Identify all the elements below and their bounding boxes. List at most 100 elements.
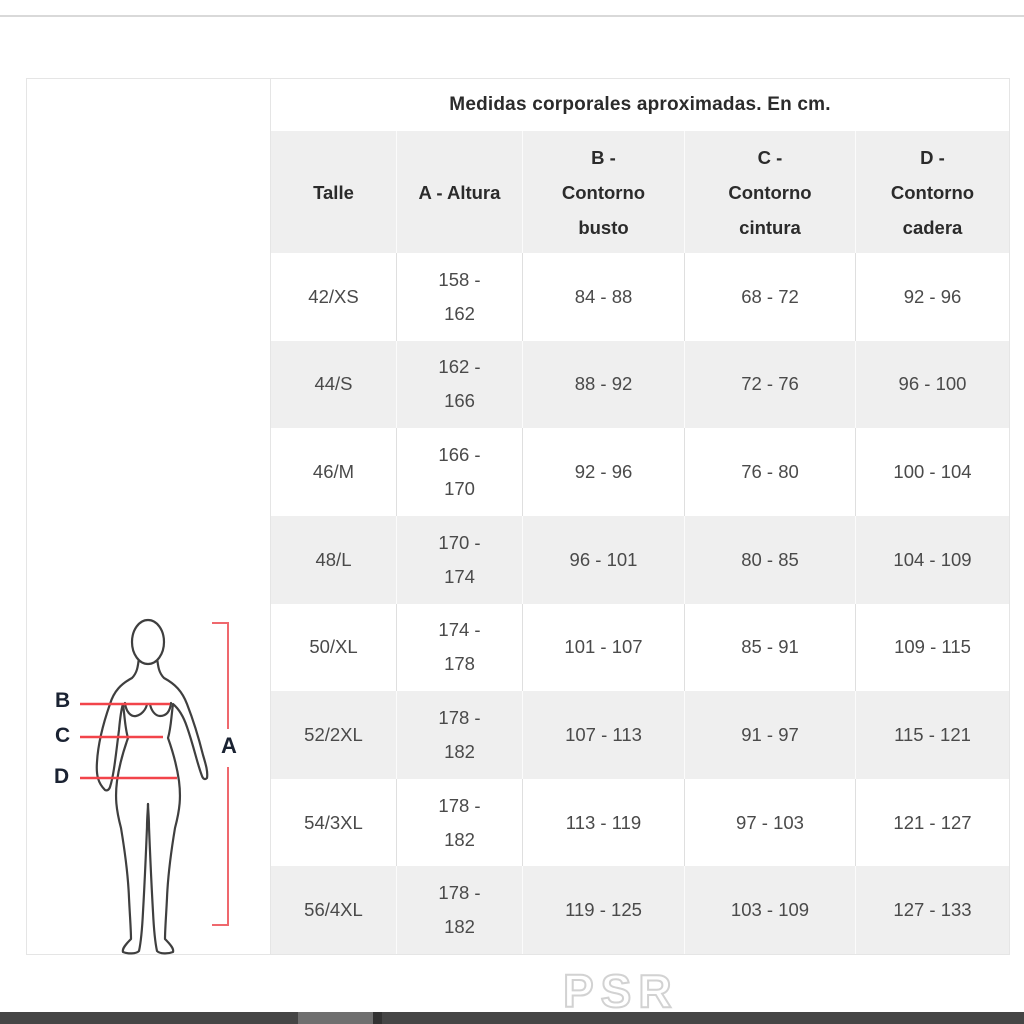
header-cell-label: A - Altura <box>418 181 501 203</box>
body-diagram-icon <box>80 618 229 955</box>
table-row: 54/3XL 178 - 182 113 - 119 97 - 103 121 - 12… <box>271 778 1009 867</box>
table-body: 42/XS 158 - 162 84 - 88 68 - 72 92 - 96 44/S 1… <box>271 253 1009 954</box>
cell-value: 100 - 104 <box>893 461 972 483</box>
cell-value: 107 - 113 <box>565 723 642 745</box>
cell-cadera: 100 - 104 <box>855 428 1009 516</box>
cell-talle: 48/L <box>271 516 396 604</box>
cell-cadera: 96 - 100 <box>855 340 1009 429</box>
header-cell-label: D - Contorno cadera <box>890 146 975 238</box>
table-title: Medidas corporales aproximadas. En cm. <box>271 79 1009 131</box>
cell-cintura: 76 - 80 <box>684 428 855 516</box>
cell-altura: 178 - 182 <box>396 866 522 954</box>
taskbar <box>0 1012 1024 1024</box>
cell-value: 113 - 119 <box>565 811 642 833</box>
taskbar-segment-highlight[interactable] <box>298 1012 373 1024</box>
cell-value: 158 - 162 <box>438 268 481 324</box>
table-row: 44/S 162 - 166 88 - 92 72 - 76 96 - 100 <box>271 340 1009 429</box>
header-cell-label: B - Contorno busto <box>561 146 646 238</box>
cell-talle: 56/4XL <box>271 866 396 954</box>
figure-label-b: B <box>55 689 71 712</box>
figure-label-c: C <box>55 724 71 747</box>
cell-altura: 178 - 182 <box>396 691 522 779</box>
cell-cadera: 127 - 133 <box>855 866 1009 954</box>
psr-watermark: PSR <box>562 964 679 1018</box>
taskbar-separator <box>373 1012 382 1024</box>
cell-value: 103 - 109 <box>730 899 810 921</box>
size-table: Medidas corporales aproximadas. En cm. T… <box>271 79 1009 954</box>
table-row: 56/4XL 178 - 182 119 - 125 103 - 109 127 - 1… <box>271 866 1009 954</box>
cell-busto: 88 - 92 <box>522 340 684 429</box>
cell-value: 88 - 92 <box>574 373 633 395</box>
cell-altura: 170 - 174 <box>396 515 522 604</box>
cell-talle: 50/XL <box>271 604 396 692</box>
cell-busto: 107 - 113 <box>522 691 684 779</box>
cell-cintura: 97 - 103 <box>684 778 855 867</box>
cell-value: 119 - 125 <box>565 899 642 921</box>
cell-cadera: 115 - 121 <box>855 691 1009 779</box>
table-row: 50/XL 174 - 178 101 - 107 85 - 91 109 - 115 <box>271 603 1009 692</box>
figure-label-a: A <box>221 733 237 758</box>
table-title-text: Medidas corporales aproximadas. En cm. <box>449 94 831 115</box>
cell-value: 104 - 109 <box>893 548 972 570</box>
cell-value: 72 - 76 <box>741 373 799 395</box>
cell-value: 170 - 174 <box>438 531 481 587</box>
cell-busto: 96 - 101 <box>522 515 684 604</box>
cell-value: 76 - 80 <box>741 461 799 483</box>
measurement-figure-cell: B C D A <box>27 79 271 955</box>
top-divider <box>0 15 1024 17</box>
header-cell-cadera: D - Contorno cadera <box>855 131 1009 253</box>
header-cell-altura: A - Altura <box>396 131 522 253</box>
cell-value: 54/3XL <box>304 811 363 833</box>
cell-altura: 166 - 170 <box>396 428 522 516</box>
size-guide-card: B C D A Medidas corporales aproximadas. … <box>26 78 1010 955</box>
cell-value: 121 - 127 <box>893 811 972 833</box>
cell-value: 91 - 97 <box>741 723 799 745</box>
header-cell-label: C - Contorno cintura <box>728 146 812 238</box>
cell-value: 115 - 121 <box>894 723 971 745</box>
cell-value: 178 - 182 <box>438 882 481 938</box>
cell-cadera: 104 - 109 <box>855 515 1009 604</box>
figure-label-d: D <box>54 765 70 788</box>
cell-cadera: 92 - 96 <box>855 253 1009 341</box>
cell-busto: 113 - 119 <box>522 778 684 867</box>
cell-value: 52/2XL <box>304 723 363 745</box>
cell-cintura: 91 - 97 <box>684 691 855 779</box>
header-cell-busto: B - Contorno busto <box>522 131 684 253</box>
table-row: 48/L 170 - 174 96 - 101 80 - 85 104 - 109 <box>271 515 1009 604</box>
cell-busto: 84 - 88 <box>522 253 684 341</box>
cell-value: 48/L <box>315 548 352 570</box>
cell-value: 80 - 85 <box>741 548 799 570</box>
cell-value: 84 - 88 <box>574 285 633 307</box>
cell-value: 178 - 182 <box>438 794 481 850</box>
cell-value: 85 - 91 <box>741 636 799 658</box>
cell-busto: 101 - 107 <box>522 603 684 692</box>
cell-value: 44/S <box>314 373 353 395</box>
cell-value: 178 - 182 <box>438 706 481 762</box>
cell-talle: 42/XS <box>271 253 396 341</box>
cell-talle: 44/S <box>271 341 396 429</box>
cell-value: 46/M <box>312 461 355 483</box>
cell-value: 68 - 72 <box>741 285 799 307</box>
cell-value: 166 - 170 <box>438 444 481 500</box>
cell-altura: 174 - 178 <box>396 603 522 692</box>
table-header-row: Talle A - Altura B - Contorno busto C - Con… <box>271 131 1009 253</box>
header-cell-talle: Talle <box>271 131 396 253</box>
cell-value: 174 - 178 <box>438 619 481 675</box>
header-cell-label: Talle <box>313 181 354 203</box>
cell-busto: 92 - 96 <box>522 428 684 516</box>
cell-value: 162 - 166 <box>438 356 481 412</box>
cell-cadera: 121 - 127 <box>855 778 1009 867</box>
cell-value: 92 - 96 <box>574 461 633 483</box>
cell-value: 127 - 133 <box>893 899 972 921</box>
cell-busto: 119 - 125 <box>522 866 684 954</box>
cell-talle: 52/2XL <box>271 691 396 779</box>
header-cell-cintura: C - Contorno cintura <box>684 131 855 253</box>
cell-value: 56/4XL <box>304 899 363 921</box>
cell-value: 109 - 115 <box>894 636 971 658</box>
cell-altura: 178 - 182 <box>396 778 522 867</box>
cell-talle: 46/M <box>271 428 396 516</box>
cell-value: 92 - 96 <box>903 285 962 307</box>
cell-value: 96 - 100 <box>898 373 967 395</box>
cell-value: 97 - 103 <box>736 811 804 833</box>
